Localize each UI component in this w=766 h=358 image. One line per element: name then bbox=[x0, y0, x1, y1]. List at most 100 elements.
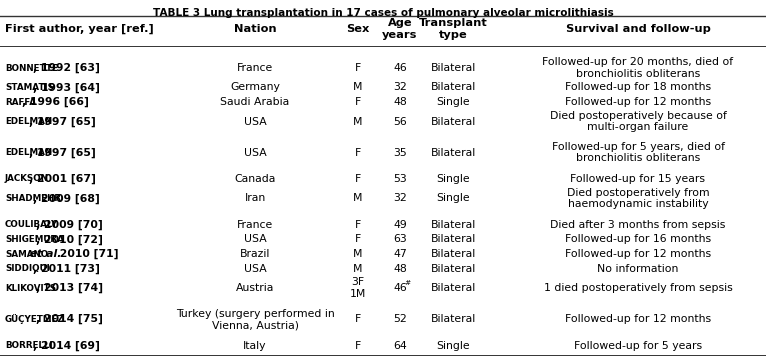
Text: RAFFA: RAFFA bbox=[5, 98, 36, 107]
Text: Saudi Arabia: Saudi Arabia bbox=[221, 97, 290, 107]
Text: COULIBALY: COULIBALY bbox=[5, 220, 58, 229]
Text: JACKSON: JACKSON bbox=[5, 174, 49, 184]
Text: 35: 35 bbox=[393, 147, 407, 158]
Text: France: France bbox=[237, 63, 273, 73]
Text: 52: 52 bbox=[393, 314, 407, 324]
Text: F: F bbox=[355, 147, 361, 158]
Text: Iran: Iran bbox=[244, 193, 266, 203]
Text: et al.: et al. bbox=[26, 249, 61, 259]
Text: Died postoperatively because of
multi-organ failure: Died postoperatively because of multi-or… bbox=[549, 111, 726, 132]
Text: , 2010 [72]: , 2010 [72] bbox=[36, 234, 103, 245]
Text: USA: USA bbox=[244, 234, 267, 245]
Text: F: F bbox=[355, 174, 361, 184]
Text: 49: 49 bbox=[393, 220, 407, 230]
Text: Followed-up for 5 years, died of
bronchiolitis obliterans: Followed-up for 5 years, died of bronchi… bbox=[552, 142, 725, 164]
Text: Bilateral: Bilateral bbox=[430, 220, 476, 230]
Text: Bilateral: Bilateral bbox=[430, 283, 476, 293]
Text: F: F bbox=[355, 314, 361, 324]
Text: , 1997 [65]: , 1997 [65] bbox=[29, 147, 96, 158]
Text: SHADMEHR: SHADMEHR bbox=[5, 194, 61, 203]
Text: 47: 47 bbox=[393, 249, 407, 259]
Text: Brazil: Brazil bbox=[240, 249, 270, 259]
Text: KLIKOVITS: KLIKOVITS bbox=[5, 284, 56, 293]
Text: Survival and follow-up: Survival and follow-up bbox=[565, 24, 710, 34]
Text: #: # bbox=[405, 280, 411, 286]
Text: Bilateral: Bilateral bbox=[430, 63, 476, 73]
Text: , 2014 [75]: , 2014 [75] bbox=[36, 314, 103, 324]
Text: 1 died postoperatively from sepsis: 1 died postoperatively from sepsis bbox=[544, 283, 732, 293]
Text: Followed-up for 20 months, died of
bronchiolitis obliterans: Followed-up for 20 months, died of bronc… bbox=[542, 57, 734, 79]
Text: 53: 53 bbox=[393, 174, 407, 184]
Text: Germany: Germany bbox=[230, 82, 280, 92]
Text: TABLE 3 Lung transplantation in 17 cases of pulmonary alveolar microlithiasis: TABLE 3 Lung transplantation in 17 cases… bbox=[152, 8, 614, 18]
Text: Followed-up for 16 months: Followed-up for 16 months bbox=[565, 234, 711, 245]
Text: M: M bbox=[353, 82, 363, 92]
Text: F: F bbox=[355, 63, 361, 73]
Text: Bilateral: Bilateral bbox=[430, 117, 476, 126]
Text: F: F bbox=[355, 220, 361, 230]
Text: , 2014 [69]: , 2014 [69] bbox=[33, 340, 100, 351]
Text: Nation: Nation bbox=[234, 24, 277, 34]
Text: 46: 46 bbox=[393, 63, 407, 73]
Text: Died postoperatively from
haemodynamic instability: Died postoperatively from haemodynamic i… bbox=[567, 188, 709, 209]
Text: 32: 32 bbox=[393, 82, 407, 92]
Text: , 2009 [70]: , 2009 [70] bbox=[36, 219, 103, 230]
Text: Austria: Austria bbox=[236, 283, 274, 293]
Text: 48: 48 bbox=[393, 264, 407, 274]
Text: F: F bbox=[355, 234, 361, 245]
Text: Single: Single bbox=[436, 341, 470, 350]
Text: Single: Single bbox=[436, 174, 470, 184]
Text: M: M bbox=[353, 249, 363, 259]
Text: , 2001 [67]: , 2001 [67] bbox=[29, 174, 96, 184]
Text: , 1996 [66]: , 1996 [66] bbox=[22, 97, 89, 107]
Text: 3F
1M: 3F 1M bbox=[350, 277, 366, 299]
Text: Bilateral: Bilateral bbox=[430, 314, 476, 324]
Text: Followed-up for 12 months: Followed-up for 12 months bbox=[565, 314, 711, 324]
Text: , 1992 [63]: , 1992 [63] bbox=[33, 63, 100, 73]
Text: USA: USA bbox=[244, 264, 267, 274]
Text: Single: Single bbox=[436, 97, 470, 107]
Text: France: France bbox=[237, 220, 273, 230]
Text: Age
years: Age years bbox=[382, 18, 417, 40]
Text: Canada: Canada bbox=[234, 174, 276, 184]
Text: 48: 48 bbox=[393, 97, 407, 107]
Text: M: M bbox=[353, 264, 363, 274]
Text: 2010 [71]: 2010 [71] bbox=[56, 249, 118, 259]
Text: , 1997 [65]: , 1997 [65] bbox=[29, 116, 96, 127]
Text: GÜÇYETMEZ: GÜÇYETMEZ bbox=[5, 314, 64, 324]
Text: M: M bbox=[353, 117, 363, 126]
Text: Followed-up for 18 months: Followed-up for 18 months bbox=[565, 82, 711, 92]
Text: 56: 56 bbox=[393, 117, 407, 126]
Text: Bilateral: Bilateral bbox=[430, 147, 476, 158]
Text: 46: 46 bbox=[393, 283, 407, 293]
Text: First author, year [ref.]: First author, year [ref.] bbox=[5, 24, 154, 34]
Text: , 2011 [73]: , 2011 [73] bbox=[33, 263, 100, 274]
Text: 63: 63 bbox=[393, 234, 407, 245]
Text: EDELMAN: EDELMAN bbox=[5, 148, 52, 157]
Text: Transplant
type: Transplant type bbox=[419, 18, 487, 40]
Text: F: F bbox=[355, 341, 361, 350]
Text: Single: Single bbox=[436, 193, 470, 203]
Text: Followed-up for 12 months: Followed-up for 12 months bbox=[565, 249, 711, 259]
Text: Turkey (surgery performed in
Vienna, Austria): Turkey (surgery performed in Vienna, Aus… bbox=[175, 309, 335, 330]
Text: SHIGEMURA: SHIGEMURA bbox=[5, 235, 64, 244]
Text: 32: 32 bbox=[393, 193, 407, 203]
Text: Followed-up for 15 years: Followed-up for 15 years bbox=[571, 174, 705, 184]
Text: SIDDIQUI: SIDDIQUI bbox=[5, 264, 50, 273]
Text: F: F bbox=[355, 97, 361, 107]
Text: Followed-up for 5 years: Followed-up for 5 years bbox=[574, 341, 702, 350]
Text: EDELMAN: EDELMAN bbox=[5, 117, 52, 126]
Text: Bilateral: Bilateral bbox=[430, 249, 476, 259]
Text: Bilateral: Bilateral bbox=[430, 82, 476, 92]
Text: , 1993 [64]: , 1993 [64] bbox=[33, 82, 100, 93]
Text: USA: USA bbox=[244, 147, 267, 158]
Text: , 2009 [68]: , 2009 [68] bbox=[33, 193, 100, 204]
Text: Followed-up for 12 months: Followed-up for 12 months bbox=[565, 97, 711, 107]
Text: SAMANO: SAMANO bbox=[5, 250, 48, 258]
Text: No information: No information bbox=[597, 264, 679, 274]
Text: BONNETTE: BONNETTE bbox=[5, 63, 58, 73]
Text: M: M bbox=[353, 193, 363, 203]
Text: STAMATIS: STAMATIS bbox=[5, 83, 54, 92]
Text: Died after 3 months from sepsis: Died after 3 months from sepsis bbox=[550, 220, 725, 230]
Text: Bilateral: Bilateral bbox=[430, 234, 476, 245]
